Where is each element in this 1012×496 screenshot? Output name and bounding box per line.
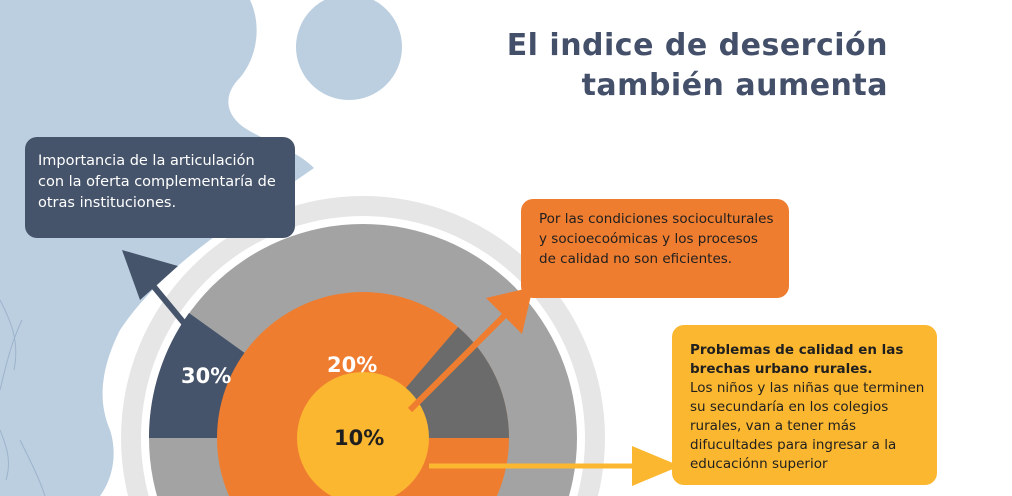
callout-conditions-text: Por las condiciones socioculturales y so…	[539, 211, 774, 267]
page-title: El indice de deserción también aumenta	[507, 26, 888, 106]
callout-quality-gaps-heading: Problemas de calidad en las brechas urba…	[690, 342, 904, 377]
percent-30-label: 30%	[181, 364, 232, 388]
callout-quality-gaps: Problemas de calidad en las brechas urba…	[672, 325, 937, 485]
percent-10-label: 10%	[334, 426, 385, 450]
arrow-yellow	[429, 446, 680, 486]
title-line-1: El indice de deserción	[506, 28, 888, 63]
percent-20-label: 20%	[327, 353, 378, 377]
background-circle	[296, 0, 402, 100]
callout-conditions: Por las condiciones socioculturales y so…	[521, 199, 789, 298]
arrow-dark	[122, 250, 201, 342]
title-line-2: también aumenta	[581, 68, 888, 103]
yellow-core	[297, 372, 429, 496]
arrow-orange	[407, 287, 533, 413]
blob-decoration	[0, 299, 46, 496]
callout-quality-gaps-body: Los niños y las niñas que terminen su se…	[690, 380, 925, 472]
background-blob	[0, 0, 314, 496]
callout-articulation: Importancia de la articulación con la of…	[25, 137, 295, 238]
callout-articulation-text: Importancia de la articulación con la of…	[38, 153, 276, 211]
